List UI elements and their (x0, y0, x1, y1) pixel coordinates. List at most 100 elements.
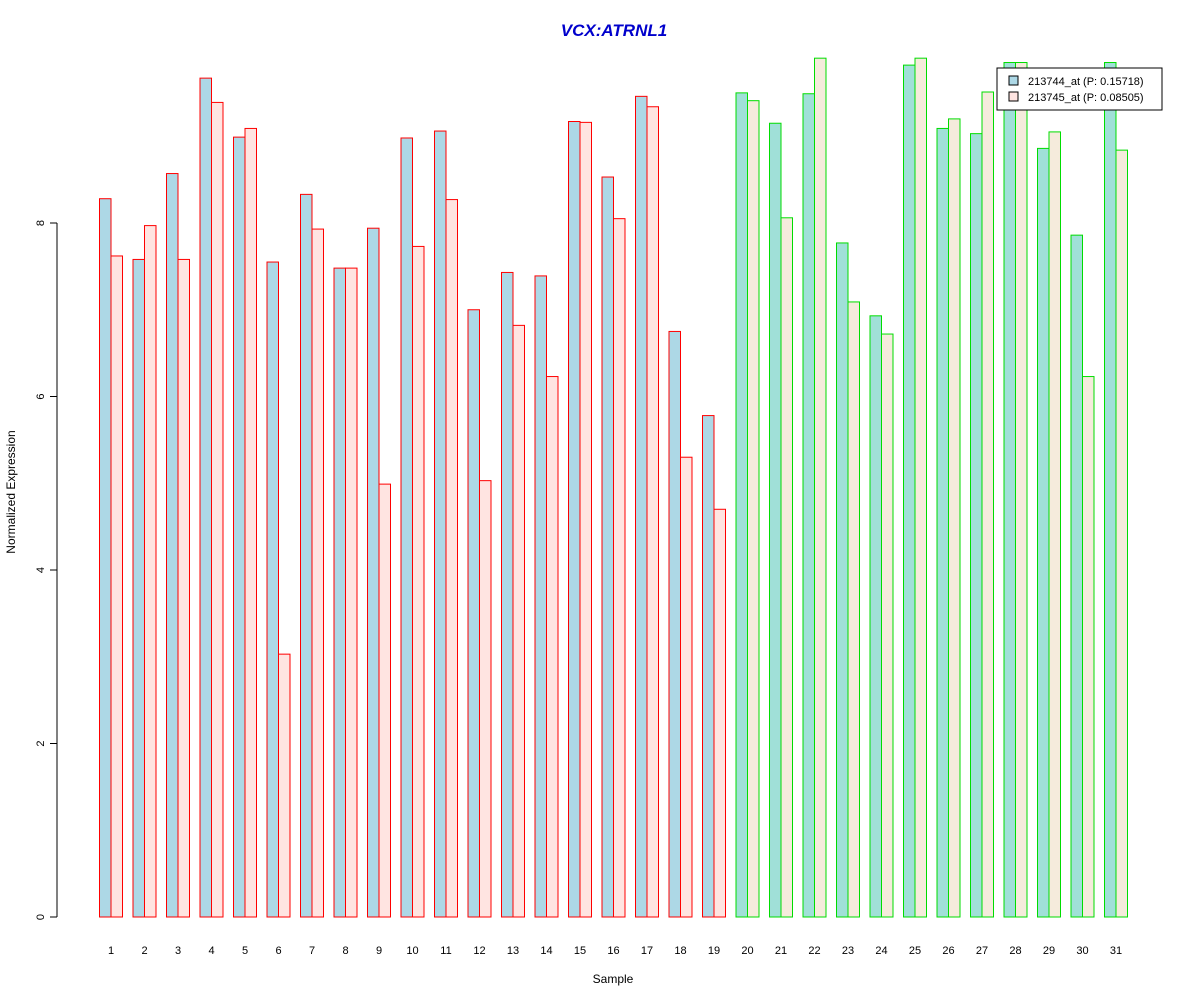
bar-sample-12-series-2 (479, 480, 492, 918)
bar-sample-2-series-2 (144, 225, 157, 918)
chart-title: VCX:ATRNL1 (561, 21, 667, 40)
x-tick-label-30: 30 (1076, 945, 1088, 957)
bar-sample-2-series-1 (132, 258, 145, 918)
bar-sample-24-series-2 (881, 333, 894, 918)
x-tick-label-12: 12 (473, 945, 485, 957)
bar-sample-7-series-2 (311, 228, 324, 918)
legend-label-series-1: 213744_at (P: 0.15718) (1028, 76, 1144, 88)
x-tick-label-1: 1 (108, 945, 114, 957)
x-tick-label-10: 10 (406, 945, 418, 957)
x-tick-label-21: 21 (775, 945, 787, 957)
y-tick-label-6: 6 (35, 393, 47, 399)
bar-sample-13-series-2 (512, 324, 525, 918)
bar-sample-1-series-2 (110, 255, 123, 918)
x-tick-label-24: 24 (875, 945, 887, 957)
bar-sample-9-series-1 (367, 227, 380, 918)
bar-sample-7-series-1 (300, 193, 313, 918)
bar-sample-16-series-2 (613, 218, 626, 918)
x-tick-labels: 1 2 3 4 5 6 7 8 9 10 11 12 13 14 15 16 17 18 19 20 21 22 23 24 2… (108, 945, 1122, 957)
legend-label-series-2: 213745_at (P: 0.08505) (1028, 92, 1144, 104)
bar-sample-8-series-2 (345, 267, 358, 918)
x-tick-label-8: 8 (342, 945, 348, 957)
bar-sample-10-series-1 (400, 137, 413, 918)
bar-sample-24-series-1 (869, 315, 882, 918)
bar-sample-16-series-1 (601, 176, 614, 918)
bar-sample-23-series-1 (836, 242, 849, 918)
bar-sample-26-series-1 (936, 127, 949, 918)
bar-sample-26-series-2 (948, 118, 961, 918)
x-tick-label-25: 25 (909, 945, 921, 957)
x-tick-label-18: 18 (674, 945, 686, 957)
bar-sample-8-series-1 (333, 267, 346, 918)
bar-sample-28-series-2 (1015, 62, 1028, 918)
bar-sample-4-series-2 (211, 101, 224, 918)
x-axis-label: Sample (593, 972, 634, 986)
x-tick-label-7: 7 (309, 945, 315, 957)
bars-group (99, 57, 1128, 918)
bar-sample-18-series-1 (668, 330, 681, 918)
bar-sample-18-series-2 (680, 456, 693, 918)
bar-sample-15-series-2 (579, 121, 592, 918)
legend-box (996, 67, 1163, 111)
bar-sample-9-series-2 (378, 483, 391, 918)
x-tick-label-28: 28 (1009, 945, 1021, 957)
bar-sample-14-series-1 (534, 275, 547, 918)
x-tick-label-23: 23 (842, 945, 854, 957)
bar-sample-31-series-2 (1115, 149, 1128, 918)
bar-sample-6-series-2 (278, 653, 291, 918)
legend-swatch-series-1 (1008, 75, 1019, 86)
bar-sample-29-series-1 (1037, 147, 1050, 918)
x-tick-label-27: 27 (976, 945, 988, 957)
bar-sample-17-series-2 (646, 106, 659, 918)
bar-sample-25-series-1 (903, 64, 916, 918)
x-tick-label-13: 13 (507, 945, 519, 957)
x-tick-label-29: 29 (1043, 945, 1055, 957)
x-tick-label-4: 4 (208, 945, 214, 957)
bar-sample-14-series-2 (546, 376, 559, 918)
bar-sample-10-series-2 (412, 245, 425, 918)
bar-sample-28-series-1 (1003, 62, 1016, 918)
bar-sample-4-series-1 (199, 77, 212, 918)
x-tick-label-2: 2 (141, 945, 147, 957)
bar-sample-5-series-2 (244, 127, 257, 918)
bar-sample-21-series-2 (780, 217, 793, 918)
bar-sample-22-series-1 (802, 93, 815, 918)
x-tick-label-26: 26 (942, 945, 954, 957)
bar-sample-11-series-1 (434, 130, 447, 918)
bar-sample-20-series-2 (747, 100, 760, 918)
bar-sample-5-series-1 (233, 136, 246, 918)
legend-swatch-series-2 (1008, 91, 1019, 102)
x-tick-label-20: 20 (741, 945, 753, 957)
bar-sample-30-series-2 (1082, 376, 1095, 918)
bar-sample-22-series-2 (814, 57, 827, 918)
bar-sample-12-series-1 (467, 309, 480, 918)
bar-sample-27-series-2 (981, 91, 994, 918)
bar-sample-13-series-1 (501, 271, 514, 918)
x-tick-label-17: 17 (641, 945, 653, 957)
bar-sample-3-series-2 (177, 258, 190, 918)
bar-sample-1-series-1 (99, 198, 112, 918)
bar-sample-27-series-1 (970, 133, 983, 918)
bar-sample-29-series-2 (1048, 131, 1061, 918)
bar-sample-30-series-1 (1070, 234, 1083, 918)
bar-sample-19-series-2 (713, 508, 726, 918)
bar-sample-31-series-1 (1104, 62, 1117, 918)
x-tick-label-15: 15 (574, 945, 586, 957)
x-tick-label-22: 22 (808, 945, 820, 957)
bar-sample-23-series-2 (847, 301, 860, 918)
bar-sample-21-series-1 (769, 122, 782, 918)
x-tick-label-14: 14 (540, 945, 552, 957)
x-tick-label-6: 6 (275, 945, 281, 957)
bar-sample-11-series-2 (445, 199, 458, 918)
x-tick-label-5: 5 (242, 945, 248, 957)
bar-sample-15-series-1 (568, 121, 581, 918)
bar-sample-19-series-1 (702, 415, 715, 918)
bar-sample-3-series-1 (166, 173, 179, 918)
legend: 213744_at (P: 0.15718) 213745_at (P: 0.0… (996, 67, 1163, 111)
y-tick-label-8: 8 (35, 220, 47, 226)
y-tick-label-0: 0 (35, 914, 47, 920)
x-tick-label-11: 11 (440, 945, 451, 957)
x-tick-label-9: 9 (376, 945, 382, 957)
